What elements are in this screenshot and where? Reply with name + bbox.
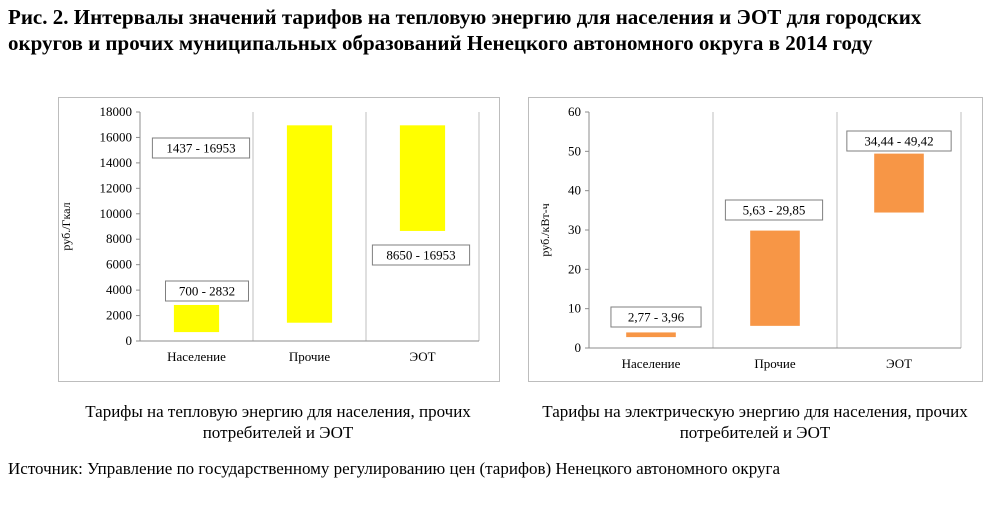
- heat-range-bar: [286, 125, 333, 323]
- elec-y-tick-label: 20: [568, 261, 581, 276]
- heat-category-label: Население: [167, 349, 226, 364]
- heat-y-tick-label: 18000: [100, 104, 133, 119]
- elec-y-tick-label: 60: [568, 104, 581, 119]
- elec-category-label: ЭОТ: [886, 356, 912, 371]
- elec-data-label-box: [846, 130, 952, 152]
- heat-data-label-text: 8650 - 16953: [386, 248, 455, 263]
- heat-range-bar: [399, 125, 446, 231]
- heat-data-label-text: 1437 - 16953: [166, 141, 235, 156]
- heat-y-tick-label: 0: [126, 333, 133, 348]
- elec-range-bar: [750, 230, 800, 326]
- heat-tariff-chart-svg: 0 2000 4000 6000 8000 10000 12000 14000 16000 180…: [59, 104, 480, 364]
- heat-data-label-box: [165, 280, 249, 302]
- elec-category-label: Прочие: [754, 356, 796, 371]
- elec-y-tick-label: 10: [568, 301, 581, 316]
- heat-y-tick-label: 2000: [106, 308, 132, 323]
- heat-y-tick-label: 8000: [106, 231, 132, 246]
- heat-y-tick-label: 12000: [100, 180, 133, 195]
- electric-tariff-chart-svg: 0 10 20 30 40 50 60 руб./кВт-ч Население Прочие ЭО…: [538, 104, 962, 371]
- elec-range-bar: [626, 332, 676, 338]
- elec-y-axis-label: руб./кВт-ч: [538, 203, 552, 256]
- elec-data-label-box: [610, 306, 702, 328]
- heat-chart-caption: Тарифы на тепловую энергию для населения…: [85, 402, 471, 442]
- elec-data-label: 2,77 - 3,96: [610, 306, 702, 328]
- elec-data-label-box: [724, 199, 824, 221]
- heat-range-bar: [173, 304, 220, 333]
- heat-data-label-text: 700 - 2832: [179, 284, 235, 299]
- heat-y-tick-label: 6000: [106, 257, 132, 272]
- heat-tariff-chart: 0 2000 4000 6000 8000 10000 12000 14000 16000 180…: [58, 97, 500, 382]
- heat-y-tick-label: 14000: [100, 155, 133, 170]
- figure-title: Рис. 2. Интервалы значений тарифов на те…: [8, 5, 922, 55]
- electric-tariff-chart: 0 10 20 30 40 50 60 руб./кВт-ч Население Прочие ЭО…: [528, 97, 983, 382]
- heat-y-tick-label: 4000: [106, 282, 132, 297]
- electric-chart-caption: Тарифы на электрическую энергию для насе…: [542, 402, 968, 442]
- heat-data-label-box: [151, 137, 251, 159]
- elec-range-bar: [874, 153, 924, 213]
- heat-category-label: Прочие: [289, 349, 331, 364]
- elec-y-tick-label: 0: [575, 340, 582, 355]
- elec-data-label: 34,44 - 49,42: [846, 130, 952, 152]
- elec-y-tick-label: 40: [568, 183, 581, 198]
- elec-data-label: 5,63 - 29,85: [724, 199, 824, 221]
- elec-y-tick-label: 30: [568, 222, 581, 237]
- elec-data-label-text: 34,44 - 49,42: [864, 134, 933, 149]
- heat-category-label: ЭОТ: [409, 349, 435, 364]
- elec-category-label: Население: [622, 356, 681, 371]
- heat-data-label: 1437 - 16953: [151, 137, 251, 159]
- heat-y-tick-label: 10000: [100, 206, 133, 221]
- heat-y-axis-label: руб./Гкал: [59, 202, 73, 250]
- heat-data-label-box: [371, 244, 471, 266]
- heat-data-label: 8650 - 16953: [371, 244, 471, 266]
- elec-data-label-text: 5,63 - 29,85: [743, 203, 806, 218]
- heat-data-label: 700 - 2832: [165, 280, 249, 302]
- heat-y-tick-label: 16000: [100, 129, 133, 144]
- elec-y-tick-label: 50: [568, 143, 581, 158]
- source-note: Источник: Управление по государственному…: [8, 459, 780, 478]
- elec-data-label-text: 2,77 - 3,96: [628, 310, 685, 325]
